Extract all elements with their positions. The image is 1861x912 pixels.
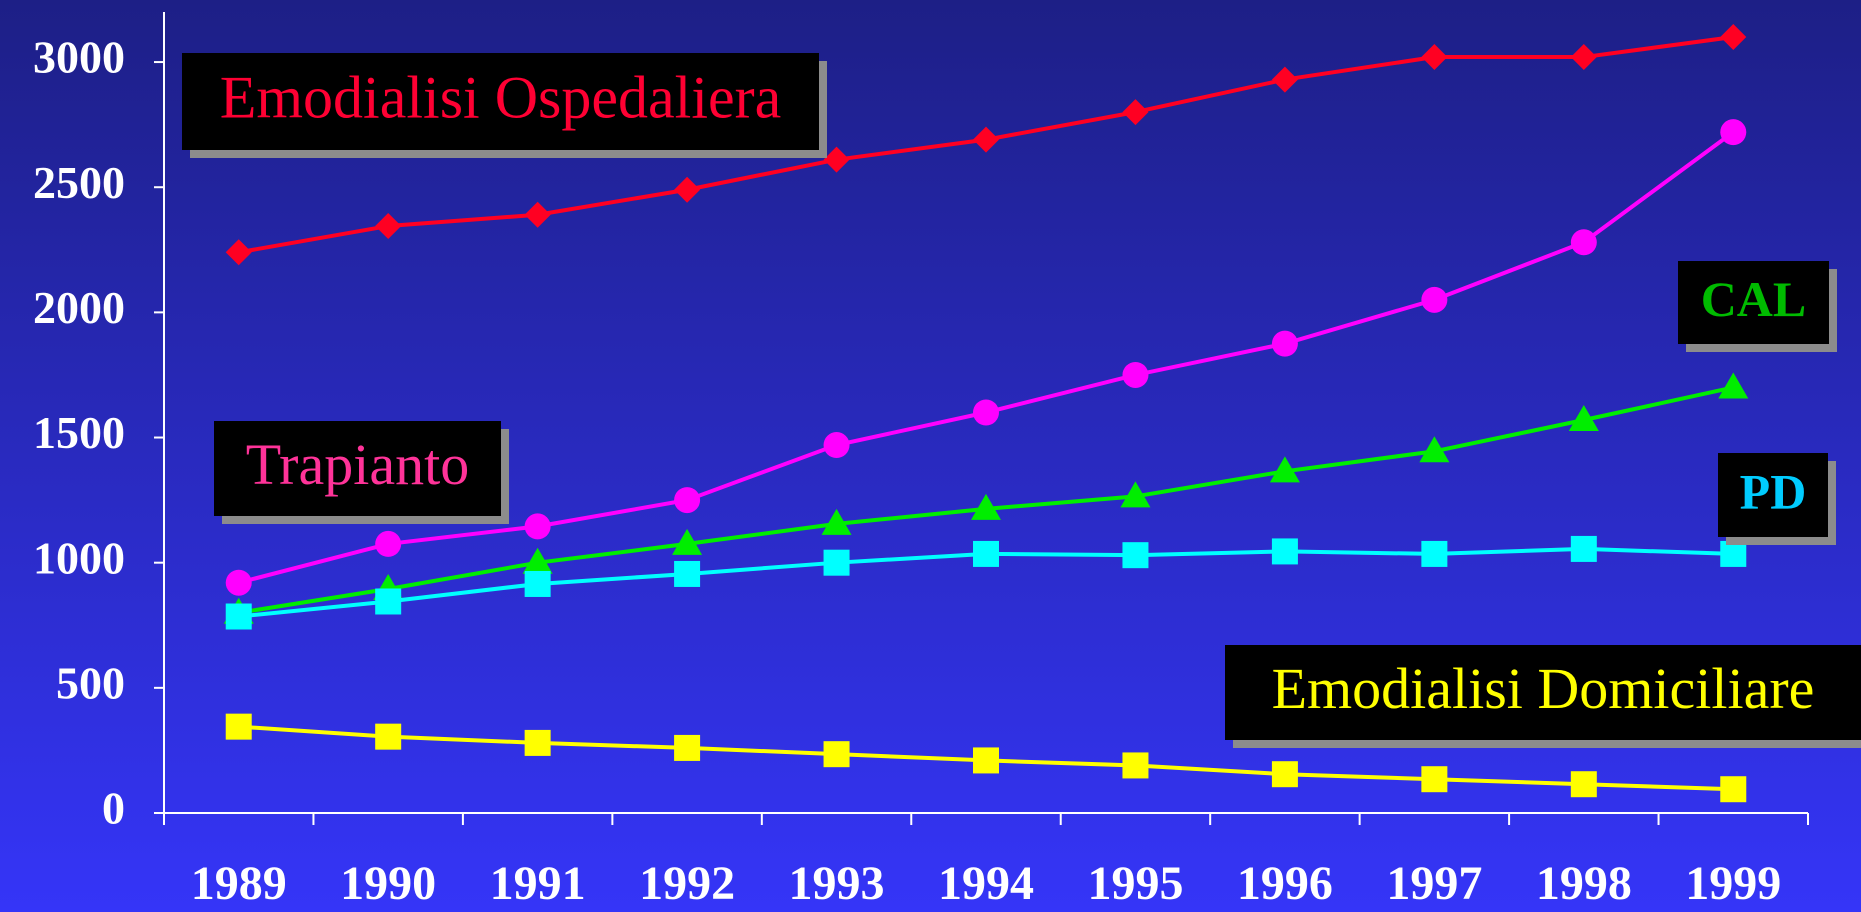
point xyxy=(1720,24,1747,51)
point xyxy=(375,588,402,615)
y-tick-label: 0 xyxy=(102,783,125,834)
point xyxy=(1570,535,1597,562)
y-tick-label: 3000 xyxy=(33,32,125,83)
point xyxy=(823,146,850,173)
point xyxy=(225,603,252,630)
point xyxy=(1720,540,1747,567)
point xyxy=(524,201,551,228)
series-label: Emodialisi Domiciliare xyxy=(1272,656,1815,721)
point xyxy=(1271,761,1298,788)
point xyxy=(1720,776,1747,803)
x-tick-label: 1999 xyxy=(1685,857,1781,910)
point xyxy=(375,213,402,240)
point xyxy=(1720,119,1747,146)
point xyxy=(1122,542,1149,569)
x-tick-label: 1996 xyxy=(1237,857,1333,910)
x-tick-label: 1990 xyxy=(340,857,436,910)
x-tick-label: 1998 xyxy=(1536,857,1632,910)
point xyxy=(1122,361,1149,388)
y-tick-label: 1000 xyxy=(33,532,125,583)
point xyxy=(1419,436,1450,463)
point xyxy=(225,239,252,266)
x-tick-label: 1995 xyxy=(1087,857,1183,910)
series-label: Emodialisi Ospedaliera xyxy=(220,64,782,130)
y-tick-label: 2000 xyxy=(33,282,125,333)
series-label: PD xyxy=(1740,463,1807,519)
point xyxy=(1718,372,1749,399)
point xyxy=(973,126,999,153)
x-tick-label: 1992 xyxy=(639,857,735,910)
point xyxy=(1570,229,1597,256)
point xyxy=(821,508,852,535)
point xyxy=(522,547,553,574)
series-label: Trapianto xyxy=(246,432,469,497)
point xyxy=(672,528,703,555)
point xyxy=(524,729,551,756)
point xyxy=(674,560,701,587)
point xyxy=(674,734,701,761)
point xyxy=(674,176,701,203)
label-box xyxy=(1718,453,1828,537)
point xyxy=(1421,286,1448,313)
point xyxy=(973,540,999,567)
point xyxy=(1421,540,1448,567)
x-tick-label: 1993 xyxy=(789,857,885,910)
point xyxy=(823,741,850,768)
x-tick-label: 1989 xyxy=(191,857,287,910)
point xyxy=(524,570,551,597)
y-tick-label: 500 xyxy=(56,657,125,708)
point xyxy=(823,432,850,459)
y-tick-label: 1500 xyxy=(33,407,125,458)
x-tick-label: 1991 xyxy=(490,857,586,910)
point xyxy=(973,747,999,774)
label-box xyxy=(1678,261,1829,344)
series-label: CAL xyxy=(1701,271,1807,327)
point xyxy=(1421,766,1448,793)
label-box xyxy=(1225,645,1861,740)
point xyxy=(1271,538,1298,565)
point xyxy=(1122,752,1149,779)
point xyxy=(375,530,402,557)
y-tick-label: 2500 xyxy=(33,157,125,208)
point xyxy=(674,487,701,514)
point xyxy=(1271,330,1298,357)
x-tick-label: 1997 xyxy=(1386,857,1482,910)
point xyxy=(823,549,850,576)
point xyxy=(1421,44,1448,71)
point xyxy=(1570,44,1597,71)
point xyxy=(973,399,999,426)
label-box xyxy=(214,421,501,516)
point xyxy=(1269,456,1300,483)
point xyxy=(1271,66,1298,93)
label-box xyxy=(182,53,819,150)
point xyxy=(1122,99,1149,126)
point xyxy=(225,569,252,596)
point xyxy=(524,513,551,540)
x-tick-label: 1994 xyxy=(938,857,1034,910)
point xyxy=(1570,771,1597,798)
point xyxy=(375,723,402,750)
point xyxy=(1120,481,1151,508)
point xyxy=(225,713,252,740)
point xyxy=(1568,405,1599,432)
point xyxy=(971,493,1001,520)
